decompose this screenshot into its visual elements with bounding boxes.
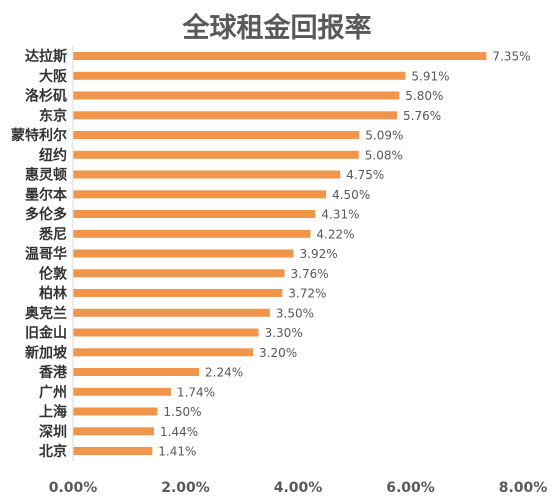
category-label: 广州 xyxy=(39,384,67,401)
bar xyxy=(73,52,487,60)
category-label: 东京 xyxy=(39,107,67,124)
category-label: 达拉斯 xyxy=(25,48,67,65)
data-label: 5.09% xyxy=(365,129,403,143)
category-label: 洛杉矶 xyxy=(25,88,67,105)
bar xyxy=(73,111,397,120)
bar xyxy=(73,249,294,258)
data-label: 4.75% xyxy=(346,168,384,182)
bar xyxy=(73,229,311,238)
category-label: 悉尼 xyxy=(38,226,67,243)
category-label: 大阪 xyxy=(39,68,68,85)
category-label: 深圳 xyxy=(39,423,67,440)
category-label: 香港 xyxy=(38,364,68,381)
bar xyxy=(73,131,360,139)
bar xyxy=(73,170,341,179)
bar xyxy=(73,71,406,80)
data-label: 3.72% xyxy=(288,287,326,301)
data-label: 1.41% xyxy=(158,445,196,459)
data-label: 1.44% xyxy=(160,425,198,439)
data-label: 3.76% xyxy=(291,267,329,281)
bar xyxy=(73,150,359,159)
x-tick-label: 8.00% xyxy=(499,480,548,496)
data-label: 4.22% xyxy=(316,227,354,241)
category-label: 伦敦 xyxy=(39,265,68,282)
data-label: 5.91% xyxy=(411,69,449,83)
category-label: 惠灵顿 xyxy=(25,167,67,184)
data-label: 5.80% xyxy=(405,89,443,103)
category-label: 墨尔本 xyxy=(25,186,68,203)
data-label: 3.20% xyxy=(259,346,297,360)
category-label: 纽约 xyxy=(39,147,67,164)
bar xyxy=(73,427,154,436)
bar xyxy=(73,210,316,218)
bar xyxy=(73,91,400,100)
x-tick-label: 0.00% xyxy=(49,480,98,496)
data-label: 7.35% xyxy=(492,50,530,64)
data-label: 3.30% xyxy=(265,326,303,340)
category-label: 旧金山 xyxy=(25,325,67,342)
category-label: 多伦多 xyxy=(25,206,67,223)
bar xyxy=(73,328,259,337)
x-tick-label: 6.00% xyxy=(386,480,435,496)
bar xyxy=(73,269,285,278)
category-label: 温哥华 xyxy=(25,246,67,263)
bar xyxy=(73,387,171,396)
data-label: 5.08% xyxy=(365,148,403,162)
x-tick-label: 2.00% xyxy=(161,480,210,496)
data-label: 3.92% xyxy=(300,247,338,261)
bar xyxy=(73,447,153,455)
data-label: 4.31% xyxy=(321,208,359,222)
category-label: 新加坡 xyxy=(25,344,68,361)
data-label: 2.24% xyxy=(205,366,243,380)
category-label: 上海 xyxy=(39,404,67,421)
data-label: 3.50% xyxy=(276,306,314,320)
category-label: 蒙特利尔 xyxy=(11,127,67,144)
bar xyxy=(73,348,253,357)
category-label: 柏林 xyxy=(39,285,67,302)
x-tick-label: 4.00% xyxy=(274,480,323,496)
bar xyxy=(73,368,199,376)
bar xyxy=(73,190,327,199)
bar xyxy=(73,289,283,297)
data-label: 1.74% xyxy=(177,385,215,399)
category-label: 北京 xyxy=(39,443,67,460)
category-label: 奥克兰 xyxy=(25,305,67,322)
data-label: 5.76% xyxy=(403,109,441,123)
data-label: 4.50% xyxy=(332,188,370,202)
chart-title: 全球租金回报率 xyxy=(182,13,372,44)
bar xyxy=(73,407,158,416)
bar xyxy=(73,308,270,317)
data-label: 1.50% xyxy=(163,405,201,419)
